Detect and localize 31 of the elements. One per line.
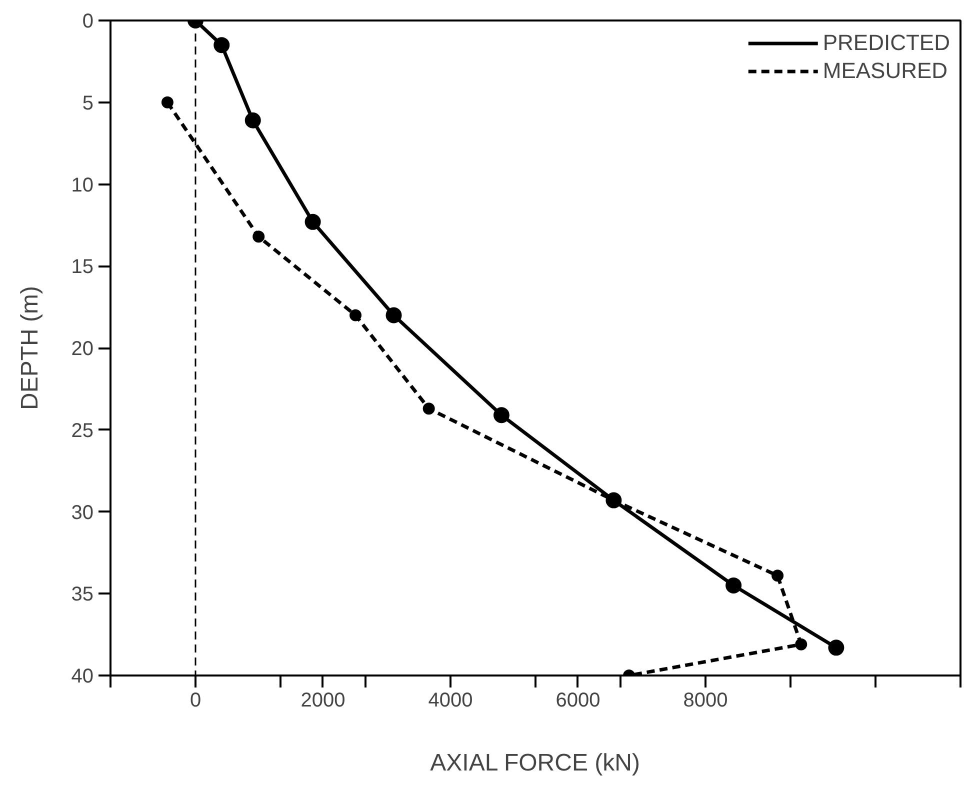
y-tick-label: 15	[71, 256, 94, 278]
x-tick-label: 4000	[428, 690, 473, 712]
point	[244, 112, 261, 128]
point	[350, 309, 362, 322]
point	[494, 407, 510, 424]
x-tick-label: 2000	[300, 690, 346, 712]
point	[828, 640, 844, 656]
point	[386, 307, 402, 324]
y-tick-label: 10	[71, 174, 94, 196]
y-tick-label: 40	[71, 666, 94, 688]
y-tick-label: 5	[82, 92, 94, 114]
point	[772, 570, 784, 582]
y-axis-title: DEPTH (m)	[16, 286, 44, 410]
y-tick-label: 35	[71, 584, 94, 606]
y-tick-label: 25	[71, 420, 94, 442]
point	[161, 96, 174, 108]
y-tick-label: 0	[82, 10, 94, 32]
point	[304, 214, 321, 230]
x-tick-label: 8000	[683, 690, 728, 712]
y-tick-label: 30	[71, 502, 94, 524]
y-tick-label: 20	[71, 338, 94, 360]
legend-label: MEASURED	[822, 58, 948, 84]
x-axis-title: AXIAL FORCE (kN)	[430, 750, 640, 776]
legend-label: PREDICTED	[822, 30, 950, 56]
point	[422, 402, 435, 415]
point	[214, 37, 230, 54]
x-tick-label: 6000	[556, 690, 600, 712]
point	[726, 577, 742, 594]
point	[795, 638, 808, 650]
x-tick-label: 0	[190, 690, 202, 712]
point	[252, 230, 265, 243]
